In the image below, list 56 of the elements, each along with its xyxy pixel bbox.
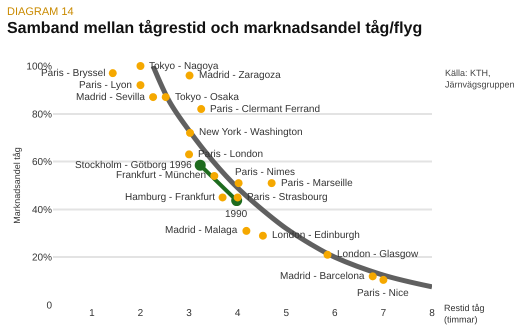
point (162, 93, 170, 102)
point (136, 81, 144, 90)
annotation: Hamburg - Frankfurt (125, 192, 216, 203)
y-tick-label: 0 (46, 300, 52, 312)
point (186, 72, 194, 80)
point (185, 150, 194, 158)
x-tick-label: 6 (332, 308, 338, 319)
annotation: Tokyo - Nagoya (149, 61, 219, 72)
x-tick-label: 1 (89, 308, 96, 319)
point (242, 226, 250, 235)
point (186, 128, 194, 137)
chart-subtitle: DIAGRAM 14 (7, 6, 74, 18)
annotation: Paris - Nice (357, 288, 410, 299)
point (234, 179, 243, 188)
annotation: Paris - Marseille (281, 178, 354, 189)
point (379, 276, 388, 284)
point (218, 193, 227, 202)
annotation: Madrid - Zaragoza (199, 70, 282, 81)
point (258, 232, 267, 240)
annotation: Paris - Bryssel (41, 68, 106, 79)
annotation: Frankfurt - München (116, 170, 206, 181)
annotation: Madrid - Malaga (165, 225, 238, 236)
annotation: Paris - Nimes (235, 167, 296, 178)
text: Källa: KTH, Järnvägsgruppen (445, 68, 515, 90)
y-axis-title: Marknadsandel tåg (12, 147, 22, 224)
annotation: Madrid - Sevilla (76, 92, 146, 103)
point (108, 69, 117, 78)
y-tick-label: 60% (32, 157, 52, 168)
point (234, 193, 242, 202)
point (324, 250, 332, 259)
x-tick-label: 8 (429, 308, 436, 319)
annotation: Stockholm - Götborg 1996 (75, 160, 192, 171)
point (197, 105, 206, 114)
annotation: Paris - Clermant Ferrand (210, 104, 320, 115)
x-axis-title: Restid tåg (timmar) (444, 303, 485, 325)
point (268, 179, 276, 188)
y-tick-label: 80% (32, 109, 52, 120)
annotation: London - Glasgow (337, 249, 419, 260)
point (210, 172, 218, 180)
x-tick-label: 3 (186, 308, 192, 319)
y-tick-label: 40% (32, 204, 52, 216)
point (149, 93, 158, 102)
y-tick-label: 20% (32, 252, 52, 264)
annotation: Tokyo - Osaka (175, 92, 240, 103)
x-tick-label: 7 (380, 308, 387, 319)
point (194, 160, 206, 171)
chart-title: Samband mellan tågrestid och marknadsandel tåg/flyg (7, 19, 422, 37)
annotation: Paris - Lyon (79, 80, 132, 91)
point (368, 272, 377, 280)
annotation: New York - Washington (199, 127, 303, 138)
x-tick-label: 5 (283, 308, 290, 319)
x-tick-label: 4 (234, 308, 241, 319)
x-tick-label: 2 (138, 308, 144, 319)
point (136, 62, 144, 70)
annotation: 1990 (225, 209, 248, 220)
annotation: Madrid - Barcelona (280, 271, 365, 282)
